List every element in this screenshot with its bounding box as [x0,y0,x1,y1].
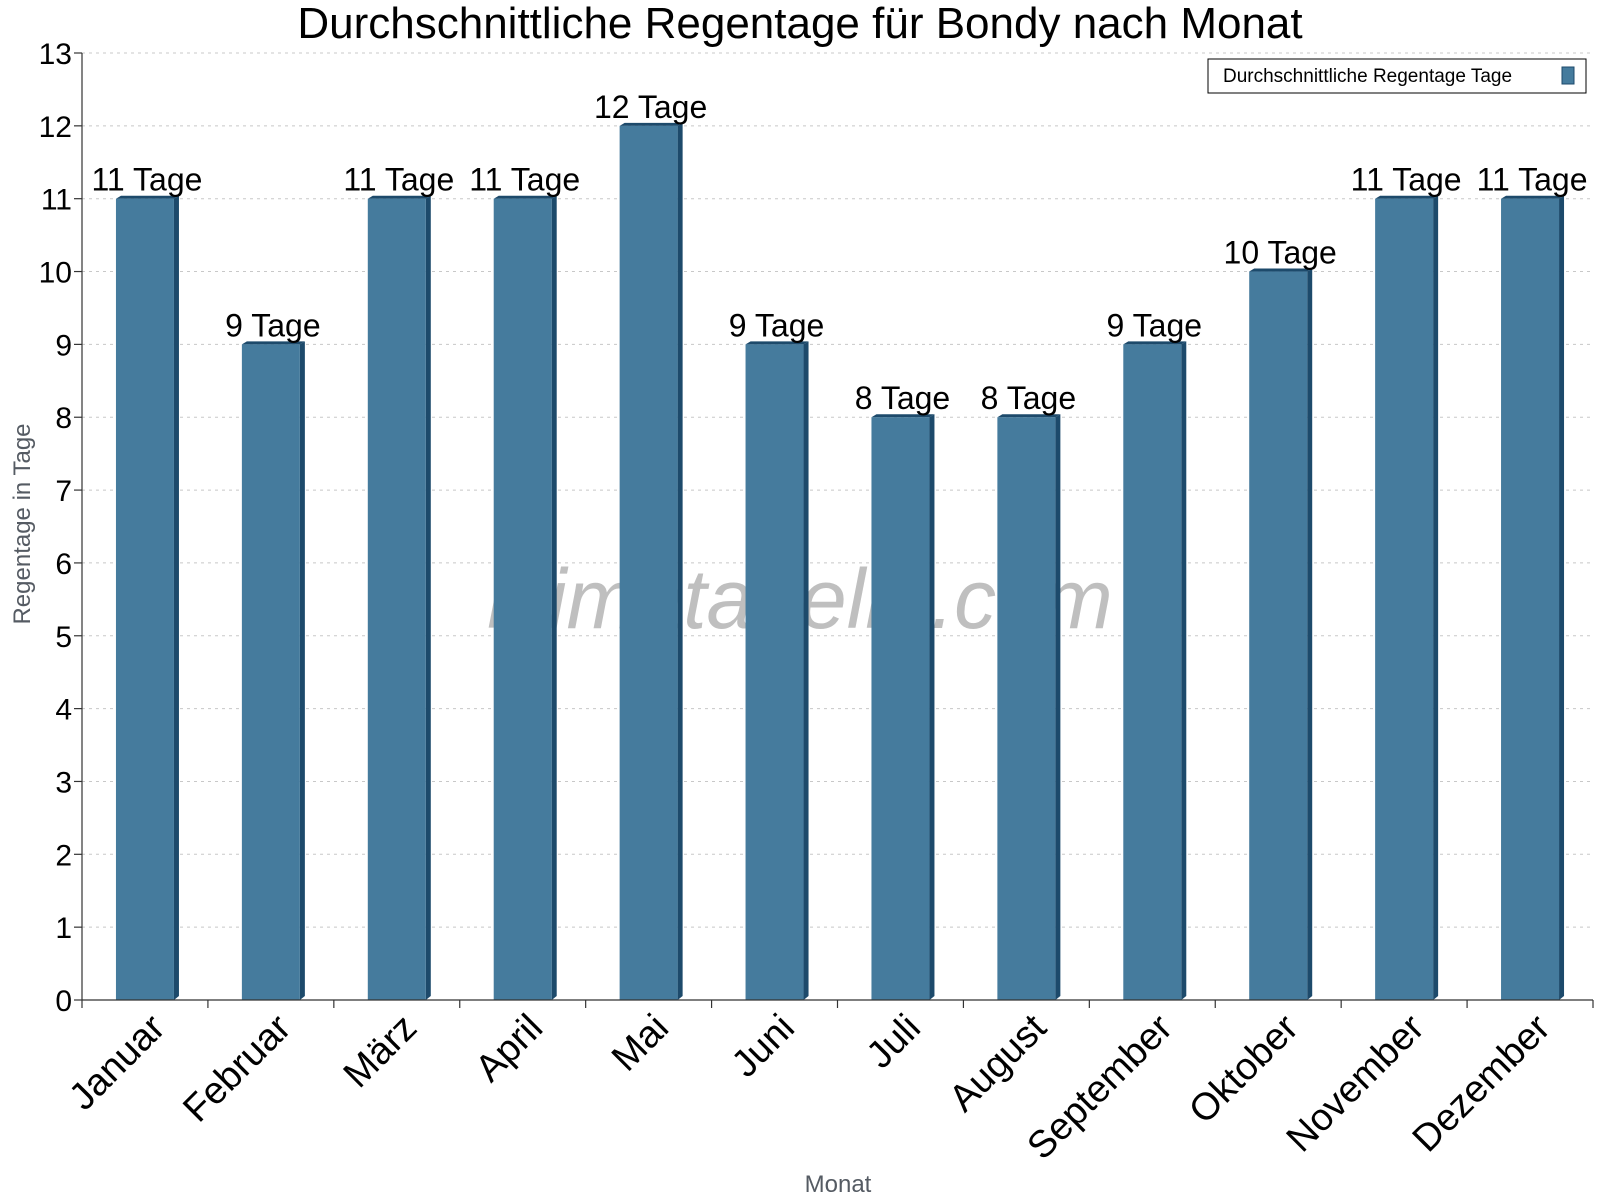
x-tick-label: August [941,1006,1055,1120]
data-label: 11 Tage [1351,162,1462,198]
bar-side [173,195,179,1000]
bar-front [871,417,930,1000]
bar [1375,195,1439,1000]
bar-front [367,198,426,1000]
legend-label: Durchschnittliche Regentage Tage [1223,66,1512,87]
bar-top [115,195,179,199]
bar-top [619,122,683,126]
bar-top [1501,195,1565,199]
legend: Durchschnittliche Regentage Tage [1207,58,1587,94]
legend-box [1207,58,1587,94]
y-tick-label: 5 [55,621,72,654]
y-tick-label: 12 [39,111,72,144]
bar-front [619,125,678,1001]
bar-side [1559,195,1565,1000]
bar-side [929,414,935,1000]
bar-top [1375,195,1439,199]
x-tick-label: Dezember [1405,1006,1559,1160]
y-tick-label: 13 [39,38,72,71]
bar-front [115,198,174,1000]
y-tick-label: 4 [55,694,72,727]
bars [115,122,1565,1001]
bar-top [871,414,935,418]
bar-side [1181,341,1187,1000]
x-tick-labels: Januar Februar März April Mai Juni Juli AugustS… [61,1006,1558,1167]
bar [745,341,809,1000]
y-tick-label: 1 [55,912,72,945]
bar-side [299,341,305,1000]
x-tick-label: November [1279,1006,1433,1160]
x-tick-label: Februar [175,1006,299,1130]
data-label: 10 Tage [1224,235,1337,271]
y-tick-label: 8 [55,402,72,435]
data-label: 11 Tage [1477,162,1588,198]
data-labels: 11 Tage 9 Tage 11 Tage 11 Tage 12 Tage 9 Tage… [91,89,1587,416]
chart-title: Durchschnittliche Regentage für Bondy na… [297,0,1302,48]
y-tick-label: 10 [39,257,72,290]
bar-side [1307,268,1313,1000]
x-tick-label: Juni [724,1007,803,1086]
bar-side [551,195,557,1000]
y-tick-label: 11 [41,184,72,217]
bar [1123,341,1187,1000]
data-label: 8 Tage [855,380,951,416]
bar-top [367,195,431,199]
bar [619,122,683,1001]
bar-front [745,344,804,1000]
bar-front [493,198,552,1000]
y-tick-label: 3 [55,766,72,799]
bar [367,195,431,1000]
bar [871,414,935,1000]
x-tick-label: Juli [859,1007,929,1077]
bar-front [241,344,300,1000]
data-label: 12 Tage [594,89,707,125]
bar [493,195,557,1000]
bar-top [1249,268,1313,272]
y-tick-label: 2 [55,839,72,872]
x-tick-label: Oktober [1181,1006,1307,1132]
y-tick-label: 9 [55,329,72,362]
x-tick-label: April [468,1007,551,1090]
x-axis-title: Monat [805,1171,872,1198]
x-tick-label: Januar [61,1006,173,1118]
bar-side [425,195,431,1000]
data-label: 9 Tage [729,307,825,343]
x-tick-label: März [336,1007,425,1096]
data-label: 9 Tage [1107,307,1203,343]
bar-front [1375,198,1434,1000]
y-tick-label: 0 [55,985,72,1018]
legend-swatch [1561,66,1575,85]
bar [115,195,179,1000]
bar-side [1055,414,1061,1000]
bar [997,414,1061,1000]
bar-front [997,417,1056,1000]
x-tick-label: Mai [604,1007,677,1080]
bar [1501,195,1565,1000]
bar-front [1123,344,1182,1000]
axes [81,53,1594,1008]
bar-top [1123,341,1187,345]
bar-top [745,341,809,345]
bar-side [803,341,809,1000]
y-tick-label: 6 [55,548,72,581]
bar [241,341,305,1000]
data-label: 11 Tage [91,162,202,198]
bar-side [1433,195,1439,1000]
bar-top [241,341,305,345]
bar-top [493,195,557,199]
bar-front [1501,198,1560,1000]
data-label: 11 Tage [343,162,454,198]
data-label: 11 Tage [469,162,580,198]
bar-top [997,414,1061,418]
bar-front [1249,271,1308,1000]
bar [1249,268,1313,1000]
y-axis-title: Regentage in Tage [9,423,36,624]
data-label: 9 Tage [225,307,321,343]
y-tick-label: 7 [55,475,72,508]
bar-side [677,122,683,1001]
data-label: 8 Tage [981,380,1077,416]
